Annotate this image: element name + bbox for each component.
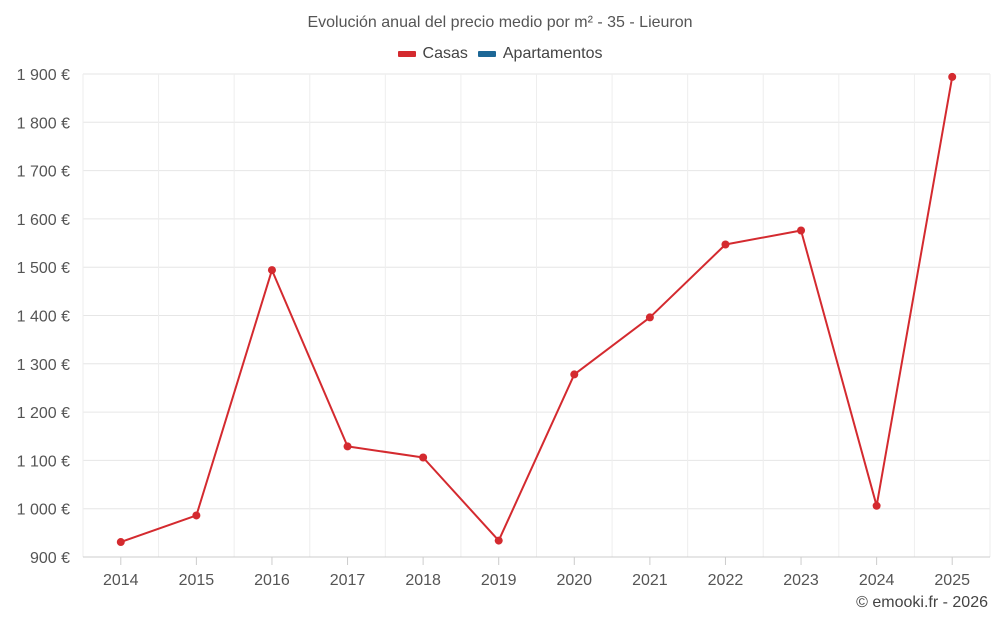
x-tick-label: 2016 bbox=[254, 572, 290, 589]
data-point bbox=[419, 453, 428, 462]
x-tick-label: 2018 bbox=[405, 572, 441, 589]
data-point bbox=[645, 313, 654, 322]
chart-title: Evolución anual del precio medio por m² … bbox=[307, 14, 693, 31]
x-tick-label: 2022 bbox=[708, 572, 744, 589]
x-tick-label: 2020 bbox=[556, 572, 592, 589]
y-tick-label: 900 € bbox=[30, 550, 70, 567]
y-tick-label: 1 700 € bbox=[17, 164, 70, 181]
data-point bbox=[797, 226, 806, 235]
y-tick-label: 1 200 € bbox=[17, 405, 70, 422]
data-point bbox=[570, 370, 579, 379]
legend: Casas Apartamentos bbox=[0, 45, 1000, 63]
data-point bbox=[192, 511, 201, 520]
legend-item-casas[interactable]: Casas bbox=[397, 45, 468, 63]
y-tick-label: 1 100 € bbox=[17, 453, 70, 470]
legend-swatch-apartamentos bbox=[477, 51, 496, 57]
data-point bbox=[494, 536, 503, 545]
legend-label-apartamentos: Apartamentos bbox=[502, 45, 603, 62]
y-tick-label: 1 600 € bbox=[17, 212, 70, 229]
x-tick-label: 2021 bbox=[632, 572, 668, 589]
data-point bbox=[948, 72, 957, 81]
x-tick-label: 2014 bbox=[103, 572, 139, 589]
x-tick-label: 2017 bbox=[330, 572, 366, 589]
y-tick-label: 1 900 € bbox=[17, 67, 70, 84]
data-point bbox=[343, 442, 352, 451]
y-tick-label: 1 800 € bbox=[17, 115, 70, 132]
x-tick-label: 2024 bbox=[859, 572, 895, 589]
x-tick-label: 2015 bbox=[179, 572, 215, 589]
y-tick-label: 1 500 € bbox=[17, 260, 70, 277]
legend-label-casas: Casas bbox=[422, 45, 468, 62]
legend-swatch-casas bbox=[397, 51, 416, 57]
copyright-footer: © emooki.fr - 2026 bbox=[856, 594, 988, 611]
data-point bbox=[116, 538, 125, 547]
x-tick-label: 2023 bbox=[783, 572, 819, 589]
x-tick-label: 2019 bbox=[481, 572, 517, 589]
legend-item-apartamentos[interactable]: Apartamentos bbox=[477, 45, 603, 63]
data-point bbox=[872, 501, 881, 510]
data-point bbox=[721, 240, 730, 249]
y-tick-label: 1 400 € bbox=[17, 309, 70, 326]
y-tick-label: 1 000 € bbox=[17, 502, 70, 519]
series-line-casas bbox=[120, 76, 954, 543]
x-tick-label: 2025 bbox=[934, 572, 970, 589]
y-tick-label: 1 300 € bbox=[17, 357, 70, 374]
data-point bbox=[267, 266, 276, 275]
